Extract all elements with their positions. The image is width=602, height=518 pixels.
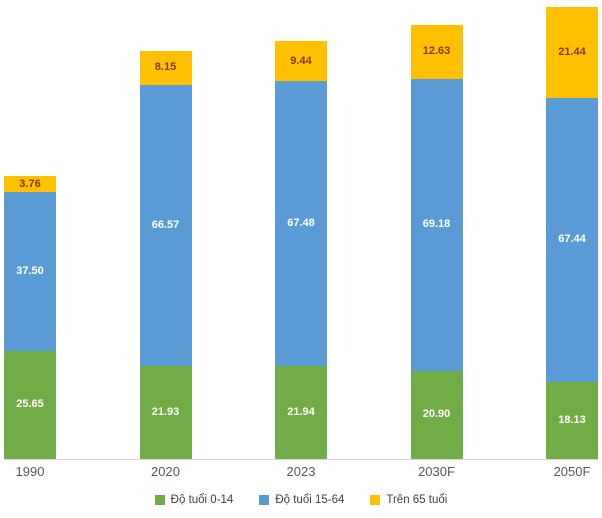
- legend: Độ tuổi 0-14 Độ tuổi 15-64 Trên 65 tuổi: [0, 494, 602, 506]
- bar-column-2023: 21.94 67.48 9.44: [275, 41, 327, 459]
- legend-swatch: [370, 495, 381, 505]
- data-label: 20.90: [422, 408, 451, 421]
- data-label: 67.48: [287, 217, 315, 230]
- data-label: 25.65: [16, 398, 44, 411]
- bar-segment: 21.44: [546, 7, 598, 98]
- legend-swatch: [259, 495, 270, 505]
- legend-swatch: [154, 495, 165, 505]
- legend-label: Độ tuổi 0-14: [170, 494, 234, 506]
- legend-label: Độ tuổi 15-64: [275, 494, 345, 506]
- bar-segment: 18.13: [546, 382, 598, 459]
- bar-segment: 69.18: [410, 78, 463, 371]
- bar-segment: 9.44: [275, 41, 327, 82]
- legend-label: Trên 65 tuổi: [386, 494, 448, 506]
- x-axis-label: 2030F: [418, 464, 455, 479]
- x-axis-label: 2023: [286, 464, 316, 479]
- bar-column-2050F: 18.13 67.44 21.44: [546, 7, 598, 459]
- bar-segment: 37.50: [4, 192, 56, 351]
- bar-segment: 8.15: [139, 50, 192, 86]
- data-label: 21.93: [151, 406, 180, 419]
- data-label: 69.18: [422, 218, 451, 231]
- data-label: 21.94: [287, 406, 315, 419]
- data-label: 37.50: [16, 264, 44, 277]
- data-label: 66.57: [151, 219, 180, 232]
- bar-segment: 25.65: [4, 350, 56, 459]
- bar-segment: 21.93: [139, 366, 192, 459]
- legend-item: Độ tuổi 0-14: [154, 494, 234, 506]
- data-label: 9.44: [290, 54, 312, 67]
- bar-segment: 3.76: [4, 176, 56, 193]
- bar-segment: 67.48: [275, 81, 327, 367]
- x-axis-label: 2020: [151, 464, 180, 479]
- bar-column-1990: 25.65 37.50 3.76: [4, 176, 56, 459]
- bar-column-2020: 21.93 66.57 8.15: [139, 50, 192, 459]
- plot-area: 25.65 37.50 3.76 21.93 66.57 8.15 21.94 67.48 9.…: [4, 0, 598, 460]
- data-label: 3.76: [19, 177, 41, 190]
- x-axis-label: 2050F: [553, 464, 591, 479]
- data-label: 12.63: [422, 45, 451, 58]
- bar-segment: 66.57: [139, 85, 192, 367]
- bar-segment: 67.44: [546, 97, 598, 383]
- bar-segment: 20.90: [410, 370, 463, 459]
- legend-item: Độ tuổi 15-64: [259, 494, 344, 506]
- bar-column-2030F: 20.90 69.18 12.63: [410, 25, 463, 459]
- bar-segment: 21.94: [275, 366, 327, 459]
- legend-item: Trên 65 tuổi: [370, 494, 447, 506]
- data-label: 8.15: [154, 61, 177, 74]
- x-axis-labels: 1990 2020 2023 2030F 2050F: [4, 464, 598, 479]
- x-axis-label: 1990: [15, 464, 45, 479]
- data-label: 67.44: [558, 233, 586, 246]
- data-label: 21.44: [558, 45, 586, 58]
- data-label: 18.13: [558, 414, 586, 427]
- bar-segment: 12.63: [410, 25, 463, 79]
